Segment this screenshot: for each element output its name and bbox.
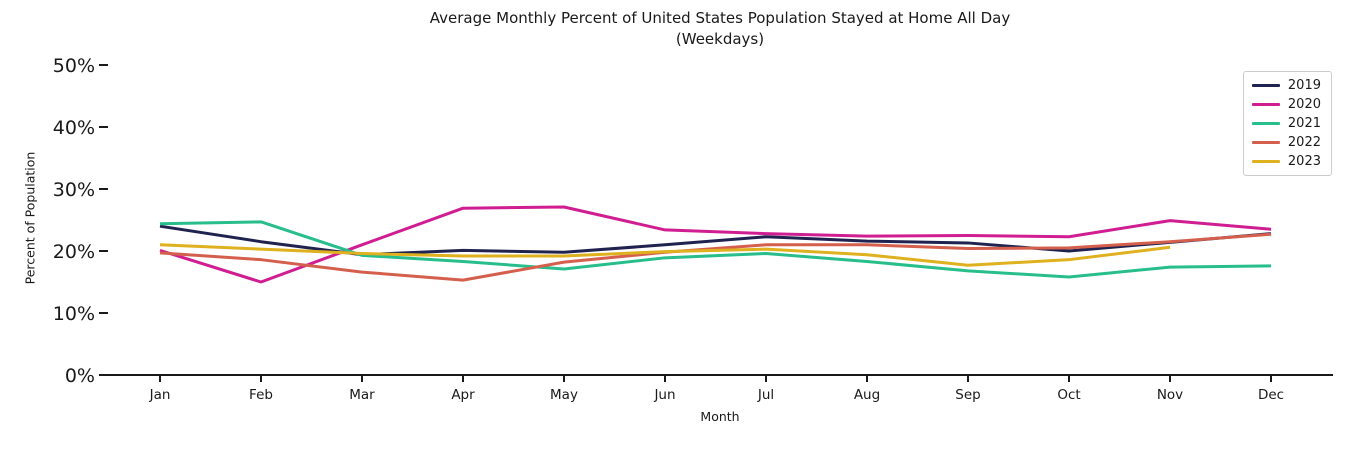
chart-title-block: Average Monthly Percent of United States… <box>110 8 1330 50</box>
x-tick-label: Sep <box>955 387 980 403</box>
x-tick-label: Apr <box>451 387 475 403</box>
y-tick-label: 50% <box>53 55 95 77</box>
legend-item: 2022 <box>1251 135 1321 150</box>
x-tick-label: Jun <box>653 387 675 403</box>
series-line-2022 <box>159 232 1272 282</box>
legend-item: 2019 <box>1251 78 1321 93</box>
y-tick-label: 40% <box>53 117 95 139</box>
y-tick-label: 20% <box>53 241 95 263</box>
legend-swatch-2022 <box>1251 140 1280 145</box>
x-tick-label: Oct <box>1057 387 1080 403</box>
x-axis-label: Month <box>700 409 740 424</box>
legend-label: 2020 <box>1287 97 1321 112</box>
x-tick-label: Jul <box>757 387 774 403</box>
legend-label: 2021 <box>1287 116 1321 131</box>
y-axis-label: Percent of Population <box>22 151 38 285</box>
legend-swatch-2020 <box>1251 102 1280 107</box>
x-tick-label: Dec <box>1258 387 1284 403</box>
legend-label: 2019 <box>1287 78 1321 93</box>
legend-swatch-2021 <box>1251 121 1280 126</box>
legend-label: 2023 <box>1287 154 1321 169</box>
legend-item: 2020 <box>1251 97 1321 112</box>
x-tick-label: Aug <box>854 387 880 403</box>
chart-subtitle: (Weekdays) <box>675 30 765 48</box>
y-tick-label: 30% <box>53 179 95 201</box>
legend-item: 2023 <box>1251 154 1321 169</box>
y-tick-label: 10% <box>53 303 95 325</box>
y-tick-label: 0% <box>65 365 95 387</box>
x-tick-label: Mar <box>349 387 375 403</box>
legend-swatch-2023 <box>1251 159 1280 164</box>
legend-item: 2021 <box>1251 116 1321 131</box>
chart-title: Average Monthly Percent of United States… <box>429 9 1011 27</box>
legend-swatch-2019 <box>1251 83 1280 88</box>
x-tick-label: Nov <box>1157 387 1183 403</box>
x-tick-label: Jan <box>149 387 171 403</box>
series-line-2023 <box>159 243 1171 267</box>
legend: 2019 2020 2021 2022 2023 <box>1242 71 1332 176</box>
x-tick-label: May <box>550 387 578 403</box>
legend-label: 2022 <box>1287 135 1321 150</box>
series-line-2021 <box>159 220 1272 279</box>
x-tick-label: Feb <box>249 387 273 403</box>
